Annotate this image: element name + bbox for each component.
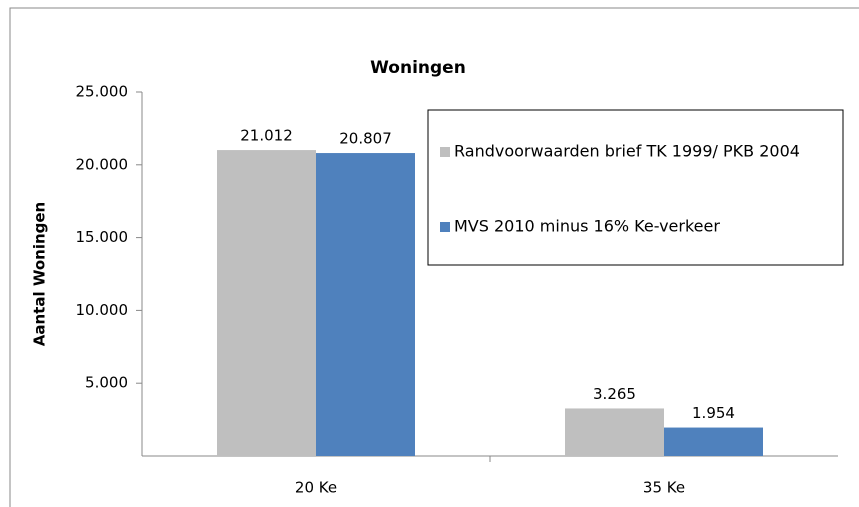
- y-axis-label: Aantal Woningen: [31, 202, 49, 346]
- y-tick-label: 20.000: [76, 155, 129, 173]
- bar: [664, 427, 763, 456]
- legend-box: [427, 109, 844, 266]
- value-label: 3.265: [593, 385, 636, 403]
- legend-label: MVS 2010 minus 16% Ke-verkeer: [454, 217, 720, 236]
- value-label: 1.954: [692, 404, 735, 422]
- y-tick-label: 15.000: [76, 228, 129, 246]
- bar: [316, 153, 415, 456]
- y-tick-label: 10.000: [76, 301, 129, 319]
- chart-frame: [9, 7, 859, 507]
- y-tick-label: 5.000: [85, 374, 128, 392]
- x-tick-label: 35 Ke: [643, 479, 685, 497]
- legend-swatch: [440, 222, 450, 232]
- legend-swatch: [440, 147, 450, 157]
- chart-title: Woningen: [370, 58, 466, 78]
- value-label: 20.807: [339, 130, 392, 148]
- y-tick-label: 25.000: [76, 83, 129, 101]
- bar: [217, 150, 316, 456]
- value-label: 21.012: [240, 127, 293, 145]
- bar: [565, 408, 664, 456]
- x-tick-label: 20 Ke: [295, 479, 337, 497]
- legend-label: Randvoorwaarden brief TK 1999/ PKB 2004: [454, 142, 800, 161]
